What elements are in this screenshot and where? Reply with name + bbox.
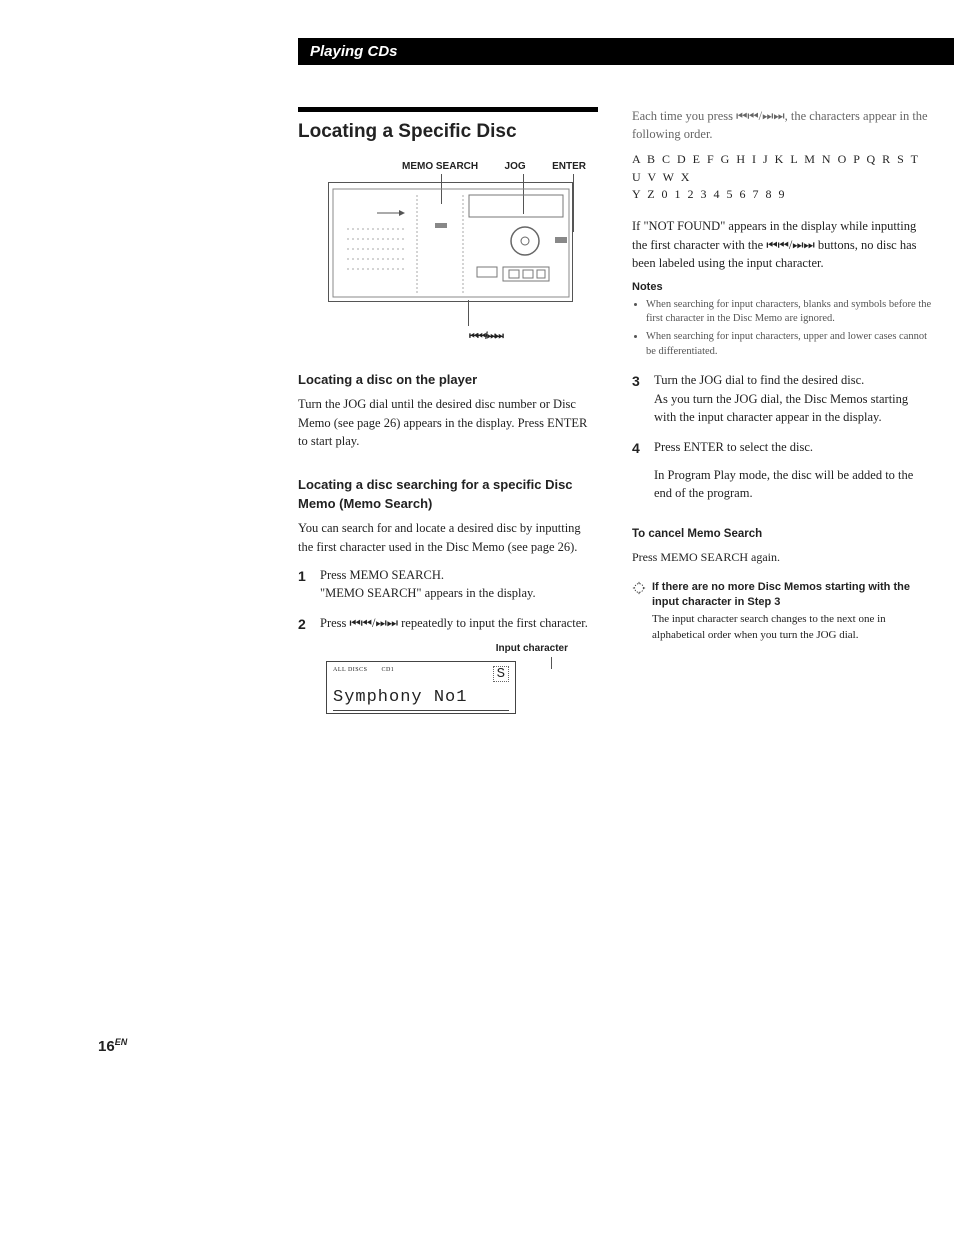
display-source: CD1 [381,666,394,675]
paragraph: If "NOT FOUND" appears in the display wh… [632,217,932,271]
paragraph: Each time you press ⏮⏮/⏭⏭, the character… [632,107,932,143]
tip-icon [632,581,646,595]
diagram-label-skip: ⏮⏮/⏭⏭ [384,330,588,345]
display-input-char: S [493,666,509,682]
step-text: In Program Play mode, the disc will be a… [654,466,932,502]
step-text: As you turn the JOG dial, the Disc Memos… [654,392,908,424]
diagram-label-jog: JOG [505,160,526,175]
step-number: 3 [632,371,654,425]
step-text: Turn the JOG dial to find the desired di… [654,373,864,387]
diagram-label-enter: ENTER [552,160,586,175]
notes-list: When searching for input characters, bla… [632,298,932,360]
paragraph: Press MEMO SEARCH again. [632,549,932,566]
steps-list: 3 Turn the JOG dial to find the desired … [632,371,932,508]
chars-row: A B C D E F G H I J K L M N O P Q R S T … [632,151,932,186]
step-number: 1 [298,566,320,602]
manual-page: Playing CDs Locating a Specific Disc MEM… [0,0,954,1233]
tip-block: If there are no more Disc Memos starting… [632,580,932,610]
step-item: 3 Turn the JOG dial to find the desired … [632,371,932,425]
page-title: Locating a Specific Disc [298,118,598,146]
steps-list: 1 Press MEMO SEARCH. "MEMO SEARCH" appea… [298,566,598,715]
left-column: Locating a Specific Disc MEMO SEARCH JOG… [298,107,598,726]
step-text: Press ENTER to select the disc. [654,440,813,454]
title-rule [298,107,598,112]
paragraph: You can search for and locate a desired … [298,519,598,555]
paragraph: Turn the JOG dial until the desired disc… [298,395,598,449]
cd-player-icon [329,183,574,303]
step-text: Press MEMO SEARCH. [320,568,444,582]
player-diagram: MEMO SEARCH JOG ENTER [328,160,588,345]
tip-body: The input character search changes to th… [652,612,932,644]
step-number: 2 [298,614,320,714]
lcd-display: ALL DISCS CD1 S Symphony No1 [326,661,516,715]
input-char-label: Input character [496,643,568,654]
page-number-lang: EN [115,1037,128,1047]
two-column-layout: Locating a Specific Disc MEMO SEARCH JOG… [298,107,908,726]
step-item: 4 Press ENTER to select the disc. In Pro… [632,438,932,508]
right-column: Each time you press ⏮⏮/⏭⏭, the character… [632,107,932,726]
step-item: 1 Press MEMO SEARCH. "MEMO SEARCH" appea… [298,566,598,602]
cancel-heading: To cancel Memo Search [632,526,932,543]
step-text: Press ⏮⏮/⏭⏭ repeatedly to input the firs… [320,616,588,630]
subheading-memo-search: Locating a disc searching for a specific… [298,476,598,514]
page-number: 16EN [98,1037,127,1055]
tip-heading: If there are no more Disc Memos starting… [652,580,932,610]
step-item: 2 Press ⏮⏮/⏭⏭ repeatedly to input the fi… [298,614,598,714]
chapter-header: Playing CDs [298,38,954,65]
diagram-label-memo: MEMO SEARCH [402,160,478,175]
chars-row: Y Z 0 1 2 3 4 5 6 7 8 9 [632,186,932,203]
character-sequence: A B C D E F G H I J K L M N O P Q R S T … [632,151,932,203]
page-number-value: 16 [98,1038,115,1055]
note-item: When searching for input characters, bla… [646,298,932,327]
display-mode: ALL DISCS [333,666,367,675]
display-title: Symphony No1 [333,686,509,712]
step-number: 4 [632,438,654,508]
step-text: "MEMO SEARCH" appears in the display. [320,586,536,600]
notes-heading: Notes [632,280,932,296]
subheading-locate-player: Locating a disc on the player [298,371,598,390]
note-item: When searching for input characters, upp… [646,330,932,359]
